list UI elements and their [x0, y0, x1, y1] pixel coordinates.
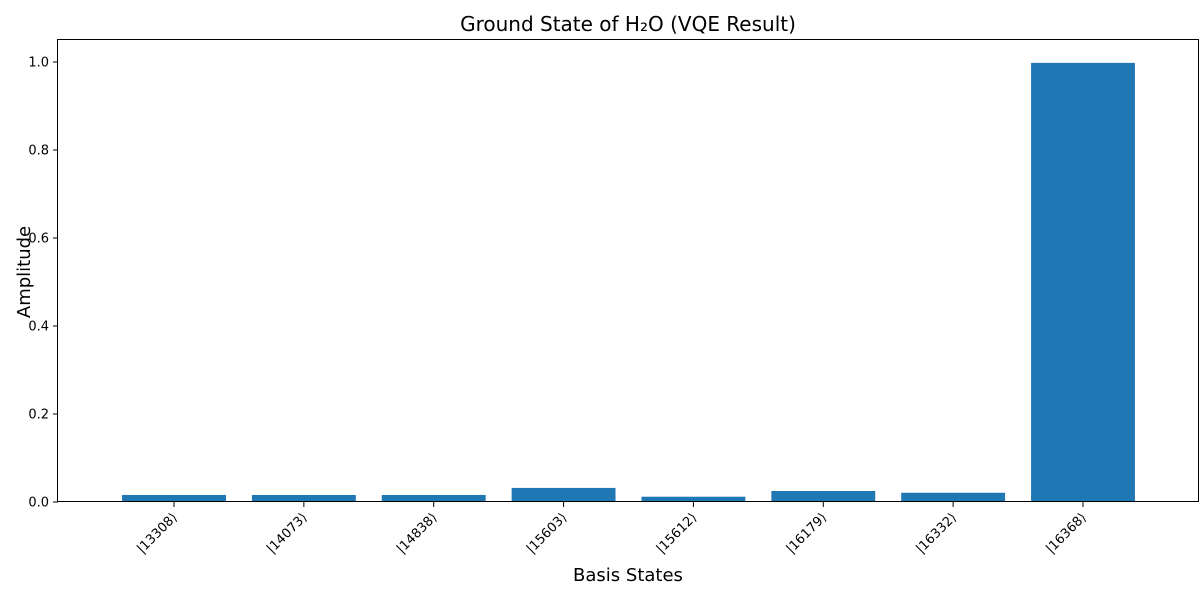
bar — [511, 487, 616, 502]
bar — [901, 492, 1006, 502]
bar — [381, 494, 486, 502]
x-tick-label: |15612⟩ — [654, 510, 701, 557]
y-tick-label: 0.6 — [28, 232, 49, 247]
x-tick-label: |16179⟩ — [784, 510, 831, 557]
y-tick-label: 0.8 — [28, 144, 49, 159]
y-tick-label: 1.0 — [28, 56, 49, 71]
x-tick-label: |16332⟩ — [913, 510, 960, 557]
x-tick-label: |15603⟩ — [524, 510, 571, 557]
bar — [251, 494, 356, 502]
bar — [1031, 62, 1135, 502]
bar — [122, 494, 226, 502]
bars-group — [122, 62, 1135, 502]
bar — [641, 496, 746, 502]
x-tick-label: |14073⟩ — [264, 510, 311, 557]
x-tick-label: |16368⟩ — [1043, 510, 1090, 557]
plot-frame — [57, 39, 1199, 502]
y-tick-label: 0.4 — [28, 320, 49, 335]
x-axis-label: Basis States — [573, 565, 683, 586]
x-tick-label: |14838⟩ — [394, 510, 441, 557]
y-axis-label: Amplitude — [14, 226, 35, 318]
y-axis-ticks: 0.0 0.2 0.4 0.6 0.8 1.0 — [28, 56, 58, 511]
y-tick-label: 0.2 — [28, 408, 49, 423]
x-axis-ticks: |13308⟩ |14073⟩ |14838⟩ |15603⟩ |15612⟩ |1617… — [134, 502, 1090, 557]
y-tick-label: 0.0 — [28, 496, 49, 511]
chart-title: Ground State of H₂O (VQE Result) — [460, 12, 796, 36]
bar — [771, 491, 876, 502]
x-tick-label: |13308⟩ — [134, 510, 181, 557]
